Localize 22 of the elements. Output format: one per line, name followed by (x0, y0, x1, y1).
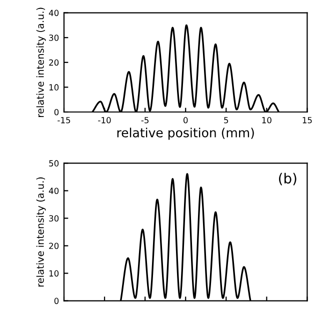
x-tick-label: 15 (302, 117, 312, 124)
x-tick-label: -5 (141, 117, 148, 124)
y-tick-label: 0 (54, 108, 59, 116)
y-tick-label: 0 (54, 298, 59, 304)
y-tick-label: 10 (49, 270, 59, 277)
x-tick-label: 0 (184, 117, 188, 124)
y-tick-label: 30 (49, 215, 59, 222)
y-tick-label: 20 (49, 242, 59, 250)
x-tick-label: -15 (58, 117, 70, 124)
x-tick-label: -10 (98, 117, 111, 124)
y-tick-label: 50 (49, 160, 59, 166)
y-axis-title: relative intensity (a.u.) (36, 8, 46, 117)
annotation: (b) (279, 172, 296, 186)
y-tick-label: 40 (48, 188, 59, 194)
x-tick-label: 10 (262, 117, 272, 124)
y-axis-title: relative intensity (a.u.) (36, 177, 46, 287)
y-tick-label: 10 (49, 84, 59, 90)
y-tick-label: 40 (48, 10, 59, 16)
y-tick-label: 30 (49, 34, 59, 41)
x-axis-title: relative position (mm) (117, 128, 254, 140)
x-tick-label: 5 (224, 117, 228, 124)
y-tick-label: 20 (49, 59, 59, 66)
